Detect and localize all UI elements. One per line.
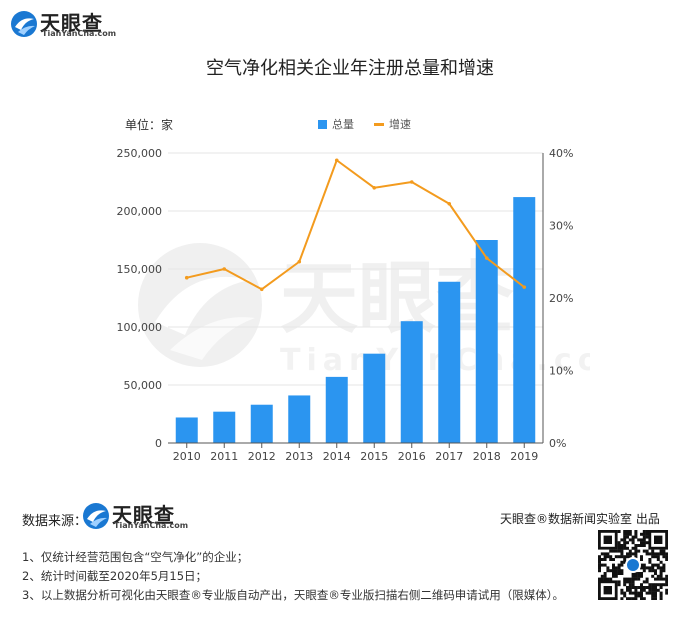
x-tick-label: 2012	[248, 450, 276, 463]
growth-point	[522, 285, 527, 289]
bar	[400, 321, 423, 443]
y-right-tick-label: 40%	[549, 147, 573, 160]
legend-bar-label: 总量	[332, 118, 354, 131]
x-tick-label: 2016	[398, 450, 426, 463]
x-tick-label: 2014	[323, 450, 351, 463]
bar	[250, 404, 273, 443]
x-tick-label: 2019	[510, 450, 538, 463]
note-item: 1、仅统计经营范围包含“空气净化”的企业；	[22, 550, 249, 564]
line-series	[184, 158, 527, 292]
brand-domain: TianYanCha.com	[42, 29, 117, 38]
growth-point	[184, 275, 189, 280]
brand-logo-icon	[11, 11, 37, 37]
y-right-tick-label: 0%	[549, 437, 566, 450]
qr-code-image	[597, 529, 669, 601]
growth-point	[372, 186, 377, 190]
axes: 0 50,000 100,000 150,000 200,000 250,000 0% 10%…	[117, 147, 574, 463]
bar	[513, 197, 536, 443]
y-left-tick-label: 250,000	[117, 147, 163, 160]
y-left-tick-label: 200,000	[117, 205, 163, 218]
x-tick-label: 2018	[473, 450, 501, 463]
source-label: 数据来源：	[22, 514, 88, 529]
growth-point	[222, 267, 227, 271]
y-left-tick-label: 0	[155, 437, 162, 450]
qr-code	[597, 529, 669, 601]
growth-point	[409, 180, 414, 184]
legend-line-label: 增速	[389, 118, 411, 131]
notes: 1、仅统计经营范围包含“空气净化”的企业； 2、统计时间截至2020年5月15日…	[22, 548, 564, 605]
y-right-tick-label: 30%	[549, 220, 573, 233]
legend-line-swatch	[374, 122, 384, 126]
x-tick-label: 2013	[285, 450, 313, 463]
note-item: 3、以上数据分析可视化由天眼查®专业版自动产出，天眼查®专业版扫描右侧二维码申请…	[22, 588, 565, 602]
brand-domain: TianYanCha.com	[114, 521, 189, 530]
growth-point	[484, 256, 489, 260]
y-left-tick-label: 50,000	[124, 379, 163, 392]
bar	[438, 281, 461, 443]
y-right-tick-label: 20%	[549, 292, 573, 305]
y-left-tick-label: 100,000	[117, 321, 163, 334]
brand-logo-source: 天眼查 TianYanCha.com	[82, 498, 192, 534]
brand-logo-top: 天眼查 TianYanCha.com	[10, 6, 120, 42]
growth-line	[186, 159, 525, 291]
chart-plot: 0 50,000 100,000 150,000 200,000 250,000 0% 10%…	[117, 147, 574, 463]
chart-title: 空气净化相关企业年注册总量和增速	[206, 58, 494, 79]
growth-point	[447, 201, 452, 206]
x-tick-label: 2011	[210, 450, 238, 463]
bar	[288, 395, 311, 443]
x-tick-label: 2017	[435, 450, 463, 463]
bar	[325, 376, 348, 443]
brand-name: 天眼查	[40, 11, 103, 35]
x-tick-label: 2010	[173, 450, 201, 463]
brand-logo-icon	[83, 503, 109, 529]
bar	[175, 417, 198, 443]
brand-name: 天眼查	[112, 503, 175, 527]
note-item: 2、统计时间截至2020年5月15日；	[22, 569, 208, 583]
legend-bar-swatch	[318, 119, 327, 129]
bar-series	[175, 197, 536, 443]
growth-point	[297, 259, 302, 264]
growth-point	[259, 287, 264, 292]
y-right-tick-label: 10%	[549, 365, 573, 378]
y-left-tick-label: 150,000	[117, 263, 163, 276]
chart-legend: 总量 增速	[318, 116, 411, 132]
bar	[363, 353, 386, 443]
growth-point	[334, 158, 339, 163]
x-tick-label: 2015	[360, 450, 388, 463]
unit-label: 单位：家	[125, 118, 174, 132]
bar	[213, 411, 236, 443]
bar	[475, 240, 498, 443]
credit-text: 天眼查®数据新闻实验室 出品	[500, 512, 660, 526]
